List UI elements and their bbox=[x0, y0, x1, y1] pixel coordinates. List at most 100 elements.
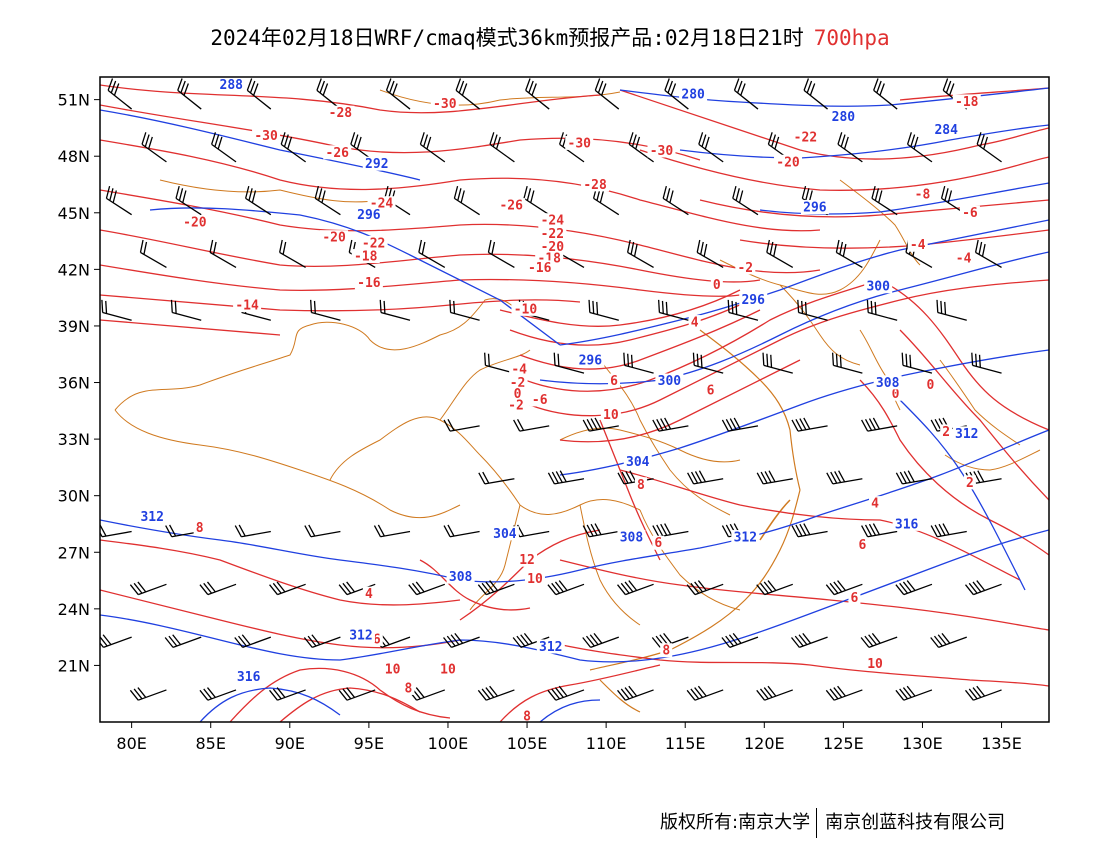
wind-barb-feather bbox=[477, 584, 487, 595]
wind-barb-feather bbox=[833, 581, 843, 593]
temperature-label: -8 bbox=[915, 187, 931, 202]
wind-barb-feather bbox=[690, 471, 699, 484]
wind-barb-staff bbox=[280, 143, 306, 163]
temperature-label: 10 bbox=[527, 572, 543, 587]
wind-barb-feather bbox=[251, 190, 257, 203]
temperature-label-bg bbox=[180, 215, 209, 230]
geopotential-label-bg bbox=[731, 530, 760, 545]
wind-barb-feather bbox=[837, 132, 843, 145]
temperature-label: 6 bbox=[858, 538, 866, 553]
temperature-label: -16 bbox=[357, 276, 381, 291]
geopotential-label: 280 bbox=[681, 87, 705, 102]
wind-barb-feather bbox=[555, 471, 563, 483]
geopotential-label: 296 bbox=[803, 201, 827, 216]
wind-barb-feather bbox=[457, 188, 462, 201]
wind-barb-feather bbox=[461, 83, 468, 96]
wind-barb-staff bbox=[279, 251, 306, 269]
wind-barb-staff bbox=[311, 311, 341, 321]
wind-barb-feather bbox=[408, 584, 418, 595]
wind-barb-feather bbox=[825, 584, 835, 595]
wind-barb-feather bbox=[979, 134, 985, 147]
wind-barb-feather bbox=[594, 417, 602, 430]
temperature-label: -4 bbox=[956, 251, 972, 266]
wind-barb-feather bbox=[903, 471, 911, 483]
wind-barb-feather bbox=[829, 582, 839, 594]
geopotential-label: 308 bbox=[449, 570, 473, 585]
wind-barb-feather bbox=[876, 80, 882, 94]
wind-barb-feather bbox=[477, 689, 487, 701]
wind-barb-feather bbox=[338, 689, 348, 701]
wind-barb-feather bbox=[199, 689, 209, 701]
temperature-label: 0 bbox=[892, 387, 900, 402]
wind-barb-feather bbox=[662, 185, 667, 199]
wind-barb-staff bbox=[207, 689, 237, 701]
lon-label: 120E bbox=[744, 734, 785, 753]
temperature-label-bg bbox=[511, 386, 524, 401]
wind-barb-feather bbox=[839, 354, 842, 368]
wind-barb-feather bbox=[249, 80, 256, 94]
wind-barb-feather bbox=[899, 688, 909, 700]
wind-barb-feather bbox=[697, 580, 707, 591]
wind-barb-feather bbox=[482, 471, 490, 484]
wind-barb-feather bbox=[732, 632, 742, 644]
wind-barb-feather bbox=[840, 134, 846, 147]
wind-barb-feather bbox=[487, 353, 490, 367]
temperature-label-bg bbox=[924, 377, 937, 392]
wind-barb-feather bbox=[203, 688, 213, 700]
wind-barb-feather bbox=[669, 190, 674, 203]
wind-barb-feather bbox=[874, 301, 877, 315]
geopotential-label: 304 bbox=[626, 455, 650, 470]
wind-barb-staff bbox=[833, 583, 863, 596]
wind-barb-feather bbox=[523, 632, 533, 644]
wind-barb-feather bbox=[238, 635, 247, 647]
temperature-label-bg bbox=[634, 477, 647, 492]
wind-barb-feather bbox=[133, 688, 143, 700]
temperature-label-bg bbox=[351, 249, 380, 264]
wind-barb-feather bbox=[791, 637, 800, 648]
wind-barb-feather bbox=[837, 685, 846, 697]
wind-barb-staff bbox=[764, 583, 793, 596]
temperature-label-bg bbox=[382, 662, 403, 677]
wind-barb-feather bbox=[455, 78, 462, 91]
wind-barb-staff bbox=[555, 689, 585, 701]
wind-barb-staff bbox=[277, 583, 306, 596]
copyright-footer: 版权所有:南京大学 南京创蓝科技有限公司 bbox=[660, 808, 1005, 838]
wind-barb-feather bbox=[238, 524, 246, 537]
temperature-label: -22 bbox=[541, 227, 564, 242]
wind-barb-staff bbox=[310, 530, 341, 538]
wind-barb-feather bbox=[379, 299, 382, 313]
wind-barb-feather bbox=[304, 525, 312, 538]
wind-barb-feather bbox=[484, 352, 487, 366]
wind-barb-feather bbox=[804, 301, 807, 315]
wind-barb-staff bbox=[594, 89, 620, 110]
wind-barb-feather bbox=[356, 136, 362, 150]
wind-barb-staff bbox=[416, 583, 446, 596]
wind-barb-staff bbox=[832, 478, 863, 485]
geopotential-label: 300 bbox=[866, 280, 890, 295]
wind-barb-feather bbox=[350, 132, 356, 145]
wind-barb-staff bbox=[520, 636, 550, 649]
wind-barb-staff bbox=[416, 689, 446, 701]
wind-barb-feather bbox=[797, 299, 800, 313]
wind-barb-feather bbox=[141, 132, 147, 145]
temperature-label: -4 bbox=[511, 363, 527, 378]
wind-barb-feather bbox=[737, 80, 743, 94]
wind-barb-feather bbox=[902, 687, 912, 698]
wind-barb-feather bbox=[419, 132, 425, 145]
wind-barb-feather bbox=[930, 637, 940, 648]
wind-barb-feather bbox=[168, 635, 178, 647]
wind-barb-feather bbox=[861, 525, 869, 538]
wind-barb-feather bbox=[307, 635, 317, 647]
geopotential-label-bg bbox=[490, 526, 519, 541]
temperature-label-bg bbox=[869, 496, 882, 511]
wind-barb-feather bbox=[725, 635, 735, 647]
wind-barb-feather bbox=[586, 524, 594, 537]
temperature-label: 2 bbox=[942, 425, 950, 440]
temperature-label: -20 bbox=[183, 216, 207, 231]
temperature-label: 6 bbox=[707, 383, 715, 398]
wind-barb-feather bbox=[698, 132, 704, 145]
wind-barb-feather bbox=[421, 241, 426, 255]
wind-barb-feather bbox=[558, 685, 568, 697]
temperature-label: 6 bbox=[851, 591, 859, 606]
wind-barb-feather bbox=[698, 470, 707, 483]
